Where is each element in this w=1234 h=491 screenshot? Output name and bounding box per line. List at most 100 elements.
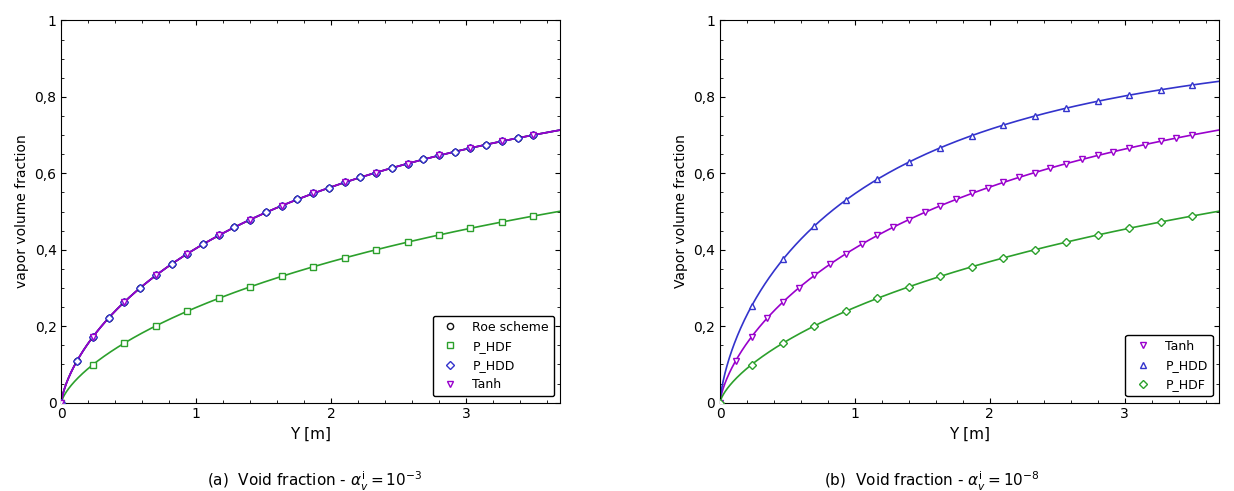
P_HDF xyxy=(933,273,948,279)
Tanh xyxy=(180,251,195,257)
Tanh xyxy=(211,233,226,239)
P_HDF xyxy=(54,400,69,406)
P_HDD xyxy=(713,400,728,406)
Line: P_HDF: P_HDF xyxy=(58,213,537,406)
P_HDF xyxy=(1059,239,1074,245)
Tanh xyxy=(337,180,352,186)
Tanh xyxy=(964,191,979,196)
P_HDD xyxy=(996,122,1011,128)
Tanh xyxy=(791,285,806,291)
P_HDF xyxy=(463,225,478,231)
P_HDD xyxy=(448,149,463,155)
P_HDD xyxy=(1027,113,1041,119)
P_HDD xyxy=(511,135,526,141)
P_HDF xyxy=(964,264,979,270)
P_HDD xyxy=(164,261,179,267)
Tanh xyxy=(823,261,838,267)
P_HDD xyxy=(526,132,540,138)
Roe scheme xyxy=(337,180,352,186)
P_HDD xyxy=(85,334,100,340)
Roe scheme xyxy=(211,233,226,239)
P_HDD xyxy=(70,357,85,363)
Tanh xyxy=(432,153,447,159)
P_HDD xyxy=(54,400,69,406)
P_HDD xyxy=(776,256,791,262)
Tanh xyxy=(1090,153,1104,159)
Roe scheme xyxy=(70,357,85,363)
P_HDD xyxy=(353,174,368,180)
Roe scheme xyxy=(448,149,463,155)
Tanh xyxy=(776,299,791,305)
Line: Tanh: Tanh xyxy=(58,132,537,406)
P_HDF xyxy=(274,273,289,279)
P_HDF xyxy=(1090,232,1104,238)
Tanh xyxy=(306,191,321,196)
P_HDF xyxy=(776,340,791,346)
Tanh xyxy=(854,241,869,247)
Tanh xyxy=(1169,135,1183,141)
P_HDD xyxy=(432,153,447,159)
Roe scheme xyxy=(290,196,305,202)
Roe scheme xyxy=(117,299,132,305)
P_HDD xyxy=(964,133,979,138)
P_HDD xyxy=(1122,92,1137,98)
Tanh xyxy=(760,315,775,321)
P_HDF xyxy=(243,284,258,290)
Tanh xyxy=(870,233,885,239)
P_HDD xyxy=(290,196,305,202)
P_HDD xyxy=(385,165,400,171)
P_HDD xyxy=(101,315,116,321)
P_HDD xyxy=(1153,87,1167,93)
P_HDD xyxy=(1059,105,1074,111)
P_HDD xyxy=(148,273,163,278)
Roe scheme xyxy=(479,141,494,147)
Tanh xyxy=(243,217,258,222)
Roe scheme xyxy=(227,224,242,230)
Tanh xyxy=(463,145,478,151)
P_HDF xyxy=(1122,225,1137,231)
P_HDF xyxy=(901,284,916,290)
P_HDD xyxy=(1185,82,1199,88)
P_HDD xyxy=(400,161,415,166)
Roe scheme xyxy=(416,157,431,163)
Tanh xyxy=(933,203,948,209)
P_HDD xyxy=(807,223,822,229)
Roe scheme xyxy=(148,273,163,278)
Tanh xyxy=(495,138,510,144)
P_HDD xyxy=(306,191,321,196)
P_HDD xyxy=(933,145,948,151)
Tanh xyxy=(901,217,916,222)
Line: Tanh: Tanh xyxy=(717,132,1196,406)
P_HDD xyxy=(117,299,132,305)
Tanh xyxy=(886,224,901,230)
P_HDF xyxy=(211,296,226,301)
P_HDF xyxy=(870,296,885,301)
Line: P_HDF: P_HDF xyxy=(717,213,1195,406)
P_HDD xyxy=(243,217,258,222)
Roe scheme xyxy=(164,261,179,267)
Tanh xyxy=(1122,145,1137,151)
Roe scheme xyxy=(101,315,116,321)
P_HDD xyxy=(1090,98,1104,104)
Roe scheme xyxy=(322,185,337,191)
P_HDD xyxy=(259,210,274,216)
P_HDD xyxy=(133,285,148,291)
Tanh xyxy=(274,203,289,209)
Y-axis label: Vapor volume fraction: Vapor volume fraction xyxy=(674,135,687,289)
Tanh xyxy=(1185,132,1199,138)
P_HDF xyxy=(495,219,510,225)
P_HDF xyxy=(432,232,447,238)
Tanh xyxy=(1027,169,1041,175)
Tanh xyxy=(85,334,100,340)
Roe scheme xyxy=(432,153,447,159)
Roe scheme xyxy=(463,145,478,151)
P_HDD xyxy=(901,159,916,165)
P_HDD xyxy=(416,157,431,163)
Roe scheme xyxy=(495,138,510,144)
Tanh xyxy=(728,357,743,363)
Legend: Tanh, P_HDD, P_HDF: Tanh, P_HDD, P_HDF xyxy=(1125,335,1213,396)
P_HDD xyxy=(180,251,195,257)
P_HDF xyxy=(117,340,132,346)
Roe scheme xyxy=(180,251,195,257)
Tanh xyxy=(1153,138,1167,144)
